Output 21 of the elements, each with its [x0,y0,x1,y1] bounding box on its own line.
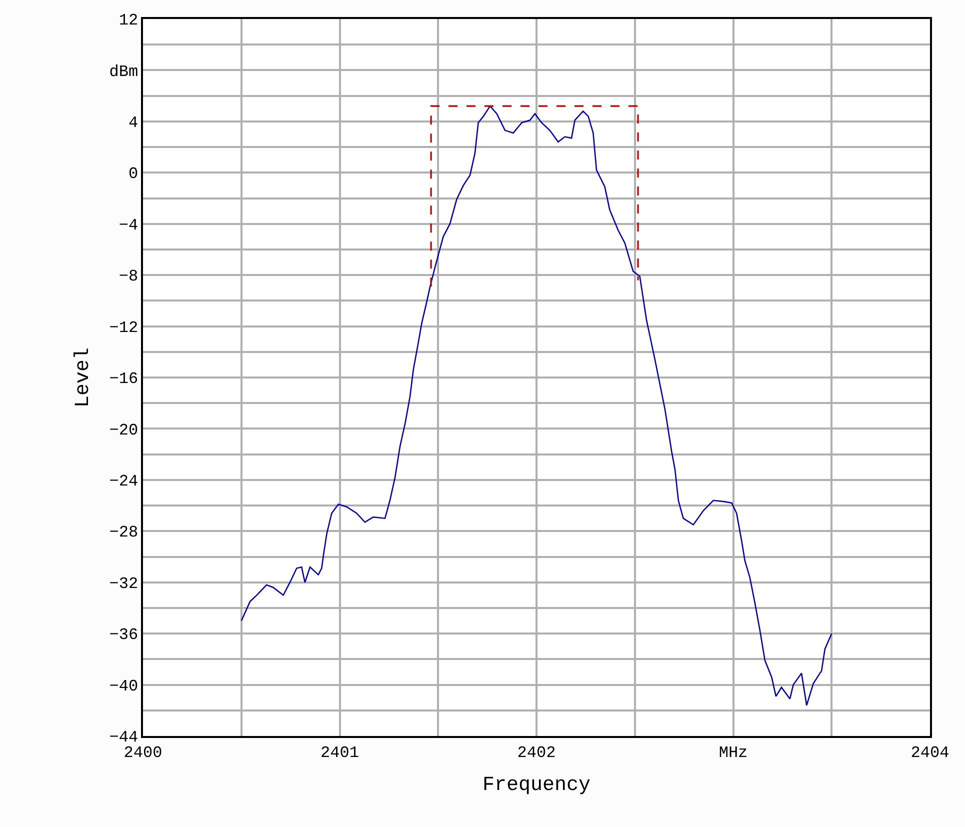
y-axis-title: Level [72,347,96,408]
line-series [240,105,832,706]
x-tick-label: 2401 [320,744,359,762]
y-tick-label: dBm [109,62,138,81]
x-tick-label: 2402 [517,744,556,762]
y-tick-label: −40 [109,677,138,696]
y-tick-label: 0 [128,165,138,184]
x-tick-label: MHz [718,744,748,762]
y-tick-label: −20 [109,421,138,440]
y-tick-label: −4 [118,216,138,234]
y-tick-label: −28 [109,524,138,542]
y-tick-label: −16 [109,370,138,388]
y-tick-label: −32 [109,574,138,593]
x-tick-label: 2404 [910,744,950,762]
y-tick-label: −8 [118,268,138,286]
y-tick-label: 12 [118,12,138,30]
y-tick-label: 4 [128,114,138,132]
y-tick-label: −36 [109,626,138,644]
x-axis-title: Frequency [482,774,591,797]
y-tick-label: −24 [109,472,138,491]
y-tick-label: −12 [109,318,138,337]
